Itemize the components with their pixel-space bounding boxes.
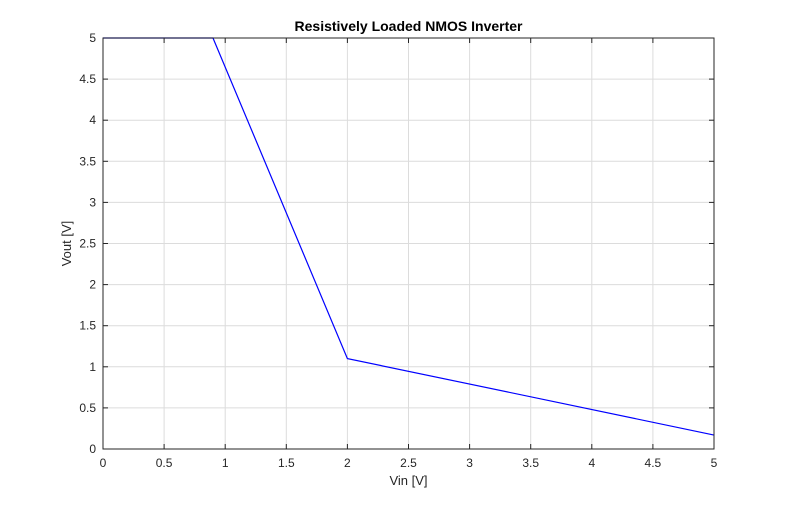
x-tick-label: 1.5 bbox=[278, 456, 295, 470]
ticks bbox=[102, 37, 715, 450]
y-tick-label: 0.5 bbox=[79, 401, 96, 415]
x-tick-label: 4.5 bbox=[645, 456, 662, 470]
x-tick-label: 2 bbox=[344, 456, 351, 470]
x-tick-label: 0.5 bbox=[156, 456, 173, 470]
x-tick-label: 2.5 bbox=[400, 456, 417, 470]
x-tick-label: 3.5 bbox=[522, 456, 539, 470]
x-tick-label: 1 bbox=[222, 456, 229, 470]
x-tick-label: 5 bbox=[711, 456, 718, 470]
y-tick-label: 2 bbox=[89, 278, 96, 292]
y-axis-label: Vout [V] bbox=[59, 221, 74, 267]
y-tick-label: 4.5 bbox=[79, 72, 96, 86]
chart-title: Resistively Loaded NMOS Inverter bbox=[295, 18, 524, 34]
y-tick-label: 4 bbox=[89, 113, 96, 127]
y-tick-label: 3 bbox=[89, 195, 96, 209]
y-tick-label: 3.5 bbox=[79, 154, 96, 168]
y-tick-label: 1.5 bbox=[79, 319, 96, 333]
y-tick-label: 1 bbox=[89, 360, 96, 374]
y-tick-label: 5 bbox=[89, 31, 96, 45]
y-tick-label: 2.5 bbox=[79, 237, 96, 251]
x-tick-label: 0 bbox=[100, 456, 107, 470]
tick-labels: 0 0.5 1 1.5 2 2.5 3 3.5 4 4.5 5 0 0.5 1 1.5 2 2.5 3 3.5 4 4.… bbox=[79, 31, 717, 470]
x-tick-label: 4 bbox=[588, 456, 595, 470]
y-tick-label: 0 bbox=[89, 442, 96, 456]
x-axis-label: Vin [V] bbox=[389, 473, 427, 488]
x-tick-label: 3 bbox=[466, 456, 473, 470]
